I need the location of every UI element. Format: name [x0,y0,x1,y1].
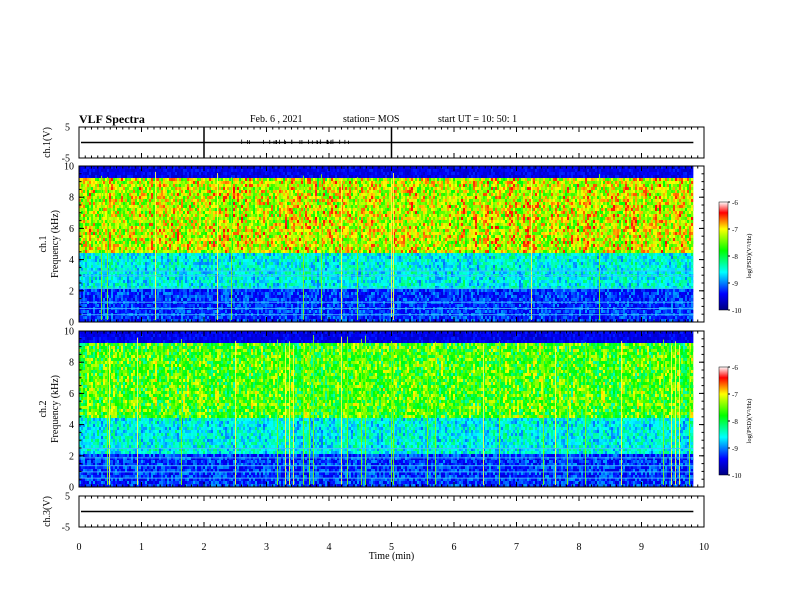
start-time-label: start UT = 10: 50: 1 [438,114,517,125]
spectrogram-ch2 [79,331,704,487]
y-tick-label: -5 [62,523,70,534]
x-tick-label: 10 [699,542,709,553]
y-tick-label: 2 [69,451,74,462]
colorbar-tick-label: -10 [732,307,742,315]
x-tick-label: 2 [202,542,207,553]
y-tick-label: -5 [62,154,70,165]
y-tick-label: 8 [69,193,74,204]
date-label: Feb. 6 , 2021 [250,114,303,125]
colorbar-tick-label: -9 [732,280,738,288]
x-axis-label: Time (min) [369,551,414,562]
y-axis-label: ch.1(V) [42,127,53,158]
colorbar-tick-label: -10 [732,472,742,480]
x-tick-label: 0 [77,542,82,553]
colorbar-label: log(PSD)(V²/Hz) [746,234,753,279]
y-axis-label: ch.2Frequency (kHz) [38,375,61,443]
colorbar-tick-label: -6 [732,364,738,372]
x-tick-label: 7 [514,542,519,553]
y-tick-label: 0 [69,483,74,494]
x-tick-label: 5 [389,542,394,553]
y-tick-label: 4 [69,255,74,266]
station-label: station= MOS [343,114,399,125]
colorbar-tick-label: -7 [732,226,738,234]
x-tick-label: 8 [577,542,582,553]
colorbar-tick-label: -9 [732,445,738,453]
y-tick-label: 4 [69,420,74,431]
spectrogram-ch1 [79,166,704,322]
colorbar-tick-label: -6 [732,199,738,207]
y-tick-label: 5 [65,123,70,134]
colorbar [718,366,729,476]
colorbar [718,201,729,311]
x-tick-label: 4 [327,542,332,553]
chart-title: VLF Spectra [79,112,145,127]
x-tick-label: 1 [139,542,144,553]
y-axis-label: ch.1Frequency (kHz) [38,210,61,278]
colorbar-tick-label: -8 [732,418,738,426]
y-tick-label: 8 [69,358,74,369]
y-tick-label: 10 [64,327,74,338]
y-tick-label: 6 [69,389,74,400]
y-axis-label: ch.3(V) [42,496,53,527]
y-tick-label: 5 [65,492,70,503]
colorbar-tick-label: -8 [732,253,738,261]
x-tick-label: 6 [452,542,457,553]
y-tick-label: 0 [69,318,74,329]
y-tick-label: 2 [69,286,74,297]
y-tick-label: 6 [69,224,74,235]
colorbar-label: log(PSD)(V²/Hz) [746,399,753,444]
x-tick-label: 9 [639,542,644,553]
x-tick-label: 3 [264,542,269,553]
colorbar-tick-label: -7 [732,391,738,399]
y-tick-label: 10 [64,162,74,173]
